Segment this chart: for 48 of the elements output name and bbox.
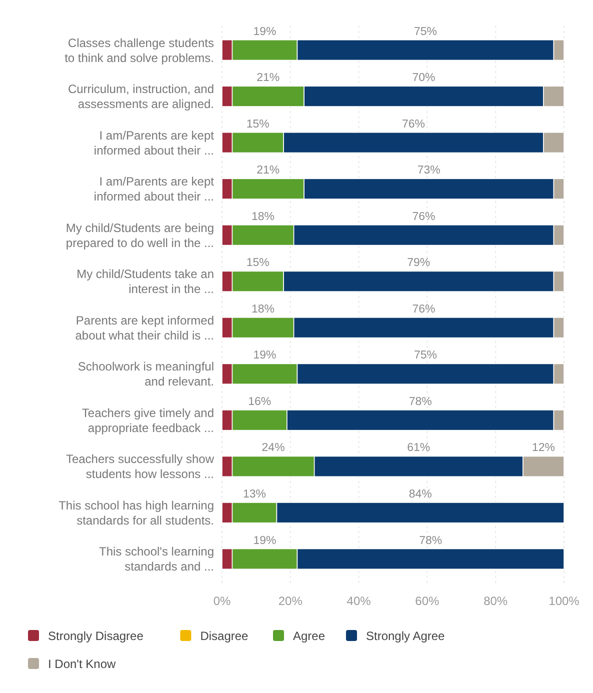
y-tick-label: My child/Students take an interest in the ... (76, 267, 214, 296)
y-tick-label: Teachers successfully show students how lessons ... (66, 452, 214, 482)
data-label: 18% (252, 210, 275, 223)
data-label: 79% (407, 257, 430, 270)
data-label: 19% (253, 350, 276, 362)
data-label: 12% (532, 442, 555, 454)
y-tick-label: Schoolwork is meaningful and relevant. (78, 360, 214, 389)
y-tick-label: Curriculum, instruction, and assessments are aligned. (68, 82, 214, 112)
data-label: 78% (408, 396, 432, 408)
data-label: 70% (412, 72, 436, 84)
data-label: 76% (412, 303, 436, 316)
y-tick-label: This school has high learning standards for all students. (58, 498, 214, 528)
data-label: 19% (253, 534, 276, 547)
y-tick-label: I am/Parents are kept informed about their ... (94, 174, 215, 204)
data-label: 78% (419, 534, 442, 547)
data-label: 76% (412, 210, 436, 223)
y-tick-label: My child/Students are being prepared to do well in the ... (66, 220, 214, 250)
x-tick-label: 100% (548, 594, 580, 608)
data-label: 15% (246, 257, 270, 270)
x-tick-label: 20% (278, 594, 303, 608)
data-label: 84% (408, 488, 432, 501)
legend-label: Strongly Agree (366, 629, 446, 644)
x-tick-label: 80% (484, 594, 508, 608)
data-label: 13% (242, 488, 266, 501)
data-label: 73% (417, 164, 440, 177)
data-label: 15% (246, 118, 270, 130)
y-tick-label: I am/Parents are kept informed about their ... (94, 128, 215, 158)
legend-label: Disagree (200, 629, 249, 644)
data-label: 24% (262, 442, 285, 454)
y-tick-label: Classes challenge students to think and solve problems. (64, 36, 214, 65)
data-label: 61% (407, 442, 430, 454)
data-label: 21% (256, 72, 280, 84)
y-tick-label: Teachers give timely and appropriate feedback ... (82, 406, 214, 435)
data-label: 75% (414, 26, 438, 38)
x-tick-label: 0% (213, 594, 231, 608)
x-tick-label: 60% (415, 594, 440, 608)
legend-label: Agree (293, 629, 326, 644)
legend-label: Strongly Disagree (48, 629, 144, 644)
x-tick-label: 40% (346, 594, 372, 608)
y-tick-label: This school's learning standards and ... (98, 544, 214, 574)
data-label: 19% (253, 26, 276, 38)
legend-label: I Don't Know (48, 657, 116, 672)
data-label: 76% (402, 118, 426, 130)
data-label: 18% (252, 303, 275, 316)
y-tick-label: Parents are kept informed about what their child is ... (75, 313, 214, 342)
data-label: 21% (256, 164, 280, 177)
data-label: 75% (414, 350, 438, 362)
data-label: 16% (248, 396, 272, 408)
